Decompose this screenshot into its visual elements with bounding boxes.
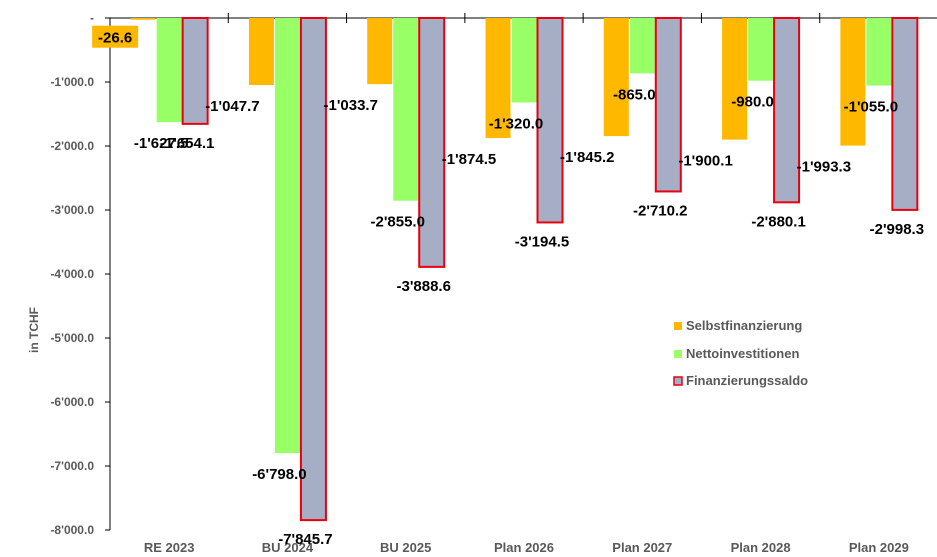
y-tick-label: -8'000.0 — [50, 523, 94, 537]
data-label: -6'798.0 — [252, 466, 306, 483]
x-tick-label: RE 2023 — [144, 540, 195, 555]
bar-finanzierungssaldo — [654, 17, 682, 193]
bar-nettoinvestitionen — [156, 18, 182, 123]
data-labels: -26.6 -1'047.7 -1'033.7 -1'874.5 -1'845.2 -1'… — [92, 25, 924, 548]
x-tick-label: BU 2024 — [262, 540, 314, 555]
legend-swatch — [674, 350, 682, 358]
bar-selbstfinanzierung — [248, 18, 274, 86]
y-tick-label: - — [90, 11, 94, 25]
bar-finanzierungssaldo — [773, 17, 801, 204]
data-label: -2'880.1 — [751, 213, 805, 230]
data-label: -1'320.0 — [489, 115, 543, 132]
data-label: -1'055.0 — [844, 99, 898, 116]
bar-nettoinvestitionen — [629, 18, 655, 74]
data-label: -7'845.7 — [278, 531, 332, 548]
bar-nettoinvestitionen — [748, 18, 774, 81]
y-tick-label: -4'000.0 — [50, 267, 94, 281]
bar-nettoinvestitionen — [866, 18, 892, 86]
y-tick-label: -2'000.0 — [50, 139, 94, 153]
data-label: -1'993.3 — [797, 159, 851, 176]
y-tick-label: -1'000.0 — [50, 75, 94, 89]
data-label: -980.0 — [731, 94, 774, 111]
x-tick-label: Plan 2027 — [612, 540, 672, 555]
data-label: -2'855.0 — [370, 214, 424, 231]
bar-selbstfinanzierung — [603, 18, 629, 137]
x-tick-label: Plan 2028 — [731, 540, 791, 555]
bar-selbstfinanzierung — [485, 18, 511, 138]
data-label: -3'194.5 — [515, 233, 569, 250]
y-tick-label: -5'000.0 — [50, 331, 94, 345]
y-tick-label: -6'000.0 — [50, 395, 94, 409]
data-label: -865.0 — [613, 86, 656, 103]
legend: Selbstfinanzierung Nettoinvestitionen Fina… — [673, 318, 808, 388]
legend-swatch — [673, 376, 683, 386]
bar-finanzierungssaldo — [536, 17, 564, 224]
x-tick-label: Plan 2026 — [494, 540, 554, 555]
data-label: -3'888.6 — [396, 278, 450, 295]
bar-selbstfinanzierung — [840, 18, 866, 146]
data-label: -2'998.3 — [870, 221, 924, 238]
data-label: -2'710.2 — [633, 202, 687, 219]
data-label-background — [92, 25, 139, 48]
data-label: -1'627.5 — [134, 135, 188, 152]
legend-swatch — [674, 322, 682, 330]
bar-finanzierungssaldo — [418, 17, 446, 268]
bar-nettoinvestitionen — [393, 18, 419, 201]
data-label: -1'654.1 — [160, 135, 214, 152]
data-label: -1'033.7 — [323, 97, 377, 114]
bars — [130, 17, 919, 522]
bar-finanzierungssaldo — [181, 17, 209, 125]
bar-selbstfinanzierung — [722, 18, 748, 140]
bar-nettoinvestitionen — [511, 18, 537, 103]
legend-label: Selbstfinanzierung — [686, 318, 802, 333]
data-label: -1'900.1 — [678, 153, 732, 170]
x-tick-label: BU 2025 — [380, 540, 431, 555]
x-tick-label: Plan 2029 — [849, 540, 909, 555]
data-label: -26.6 — [98, 30, 132, 47]
bar-nettoinvestitionen — [274, 18, 300, 454]
legend-label: Finanzierungssaldo — [686, 373, 808, 388]
bar-finanzierungssaldo — [891, 17, 919, 211]
bar-finanzierungssaldo — [299, 17, 327, 522]
legend-label: Nettoinvestitionen — [686, 346, 799, 361]
data-label: -1'845.2 — [560, 149, 614, 166]
bar-selbstfinanzierung — [130, 18, 156, 20]
bar-selbstfinanzierung — [367, 18, 393, 85]
data-label: -1'047.7 — [205, 98, 259, 115]
y-axis-label: in TCHF — [27, 307, 41, 353]
y-tick-label: -7'000.0 — [50, 459, 94, 473]
data-label: -1'874.5 — [442, 151, 496, 168]
y-tick-label: -3'000.0 — [50, 203, 94, 217]
